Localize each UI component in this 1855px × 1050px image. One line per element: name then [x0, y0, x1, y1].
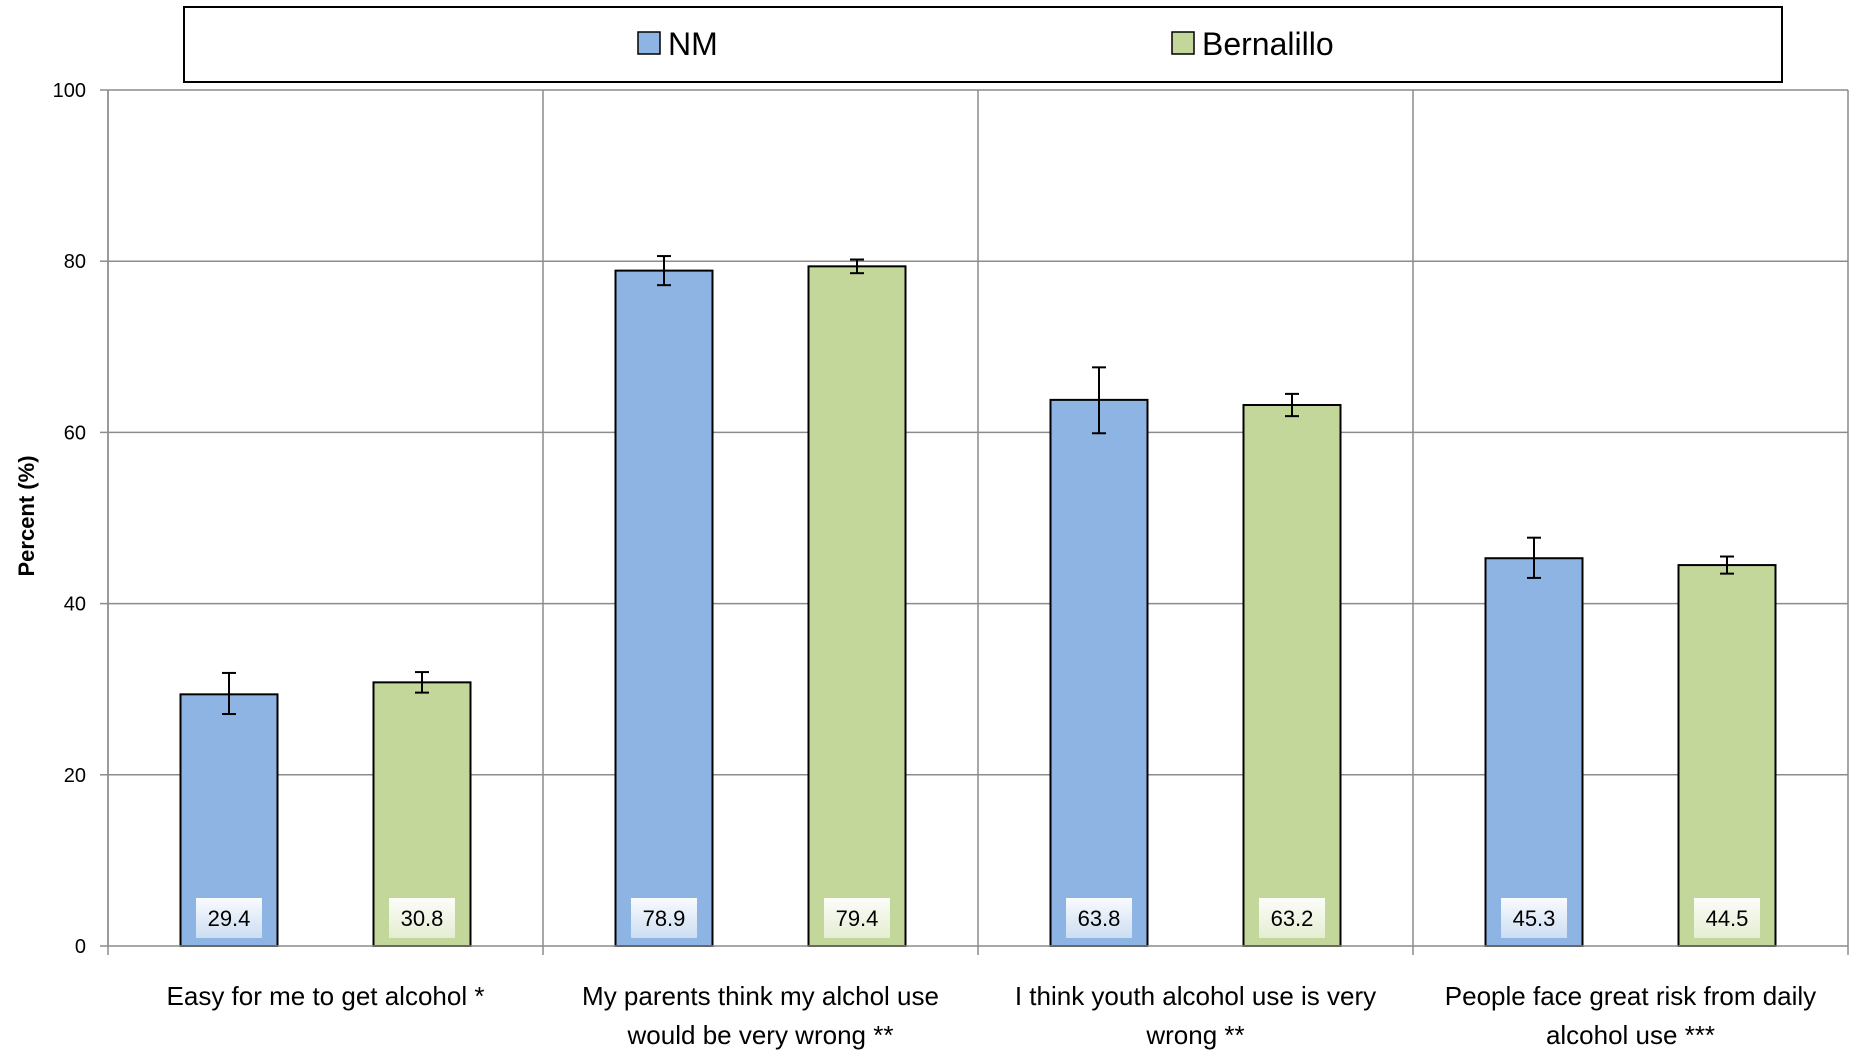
legend-swatch-nm	[637, 31, 661, 55]
x-category-label: My parents think my alchol use	[582, 981, 939, 1011]
y-tick-label: 60	[64, 422, 86, 444]
data-label: 44.5	[1706, 906, 1749, 931]
bar-bernalillo	[1677, 564, 1777, 948]
y-tick-label: 80	[64, 251, 86, 273]
legend-label-nm: NM	[668, 26, 718, 62]
data-label-box	[1501, 898, 1567, 938]
y-tick-label: 0	[75, 936, 86, 958]
data-label-box	[1259, 898, 1325, 938]
bar-nm	[1049, 398, 1149, 947]
bar-nm	[614, 269, 714, 947]
legend-label-bernalillo: Bernalillo	[1202, 26, 1334, 62]
legend-swatch-bernalillo	[1171, 31, 1195, 55]
bar-bernalillo	[807, 265, 907, 947]
y-tick-label: 100	[53, 80, 86, 102]
y-tick-label: 40	[64, 594, 86, 616]
data-label-box	[1066, 898, 1132, 938]
bar-bernalillo	[1242, 404, 1342, 947]
data-label: 63.8	[1078, 906, 1121, 931]
data-label-box	[824, 898, 890, 938]
data-label: 78.9	[643, 906, 686, 931]
x-category-label: People face great risk from daily	[1445, 981, 1816, 1011]
data-label-box	[1694, 898, 1760, 938]
data-label-box	[631, 898, 697, 938]
x-category-label: wrong **	[1145, 1020, 1244, 1050]
bars: 29.4 78.9 63.8 45.3 30.8 79.4 63.2 44.5	[179, 255, 1777, 948]
legend: NM Bernalillo	[183, 6, 1783, 83]
data-label: 45.3	[1513, 906, 1556, 931]
bar-nm	[1484, 557, 1584, 947]
data-label-box	[389, 898, 455, 938]
x-category-label: would be very wrong **	[627, 1020, 894, 1050]
x-category-label: I think youth alcohol use is very	[1015, 981, 1376, 1011]
data-label: 30.8	[401, 906, 444, 931]
data-label: 63.2	[1271, 906, 1314, 931]
axes: 0 20 40 60 80 100 Easy for me to get alcohol *…	[53, 80, 1849, 1050]
grid-lines	[107, 89, 1849, 946]
x-category-label: Easy for me to get alcohol *	[167, 981, 485, 1011]
data-label: 29.4	[208, 906, 251, 931]
x-category-label: alcohol use ***	[1546, 1020, 1715, 1050]
legend-box	[183, 6, 1783, 83]
y-axis-title: Percent (%)	[14, 455, 39, 576]
y-tick-label: 20	[64, 765, 86, 787]
data-label: 79.4	[836, 906, 879, 931]
data-label-box	[196, 898, 262, 938]
